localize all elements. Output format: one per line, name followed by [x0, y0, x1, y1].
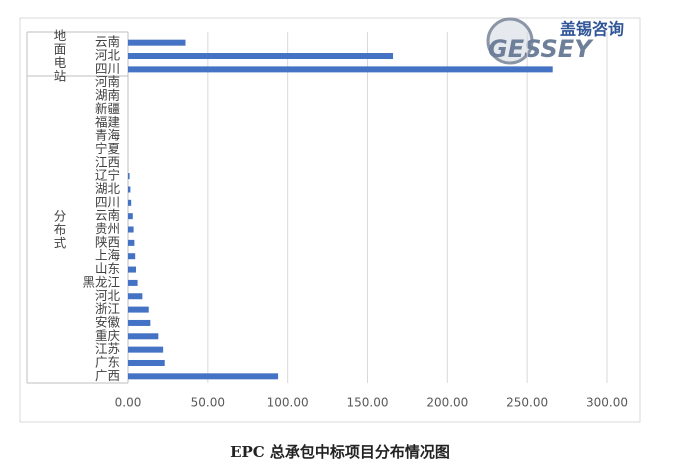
y-tick-label: 江西 — [95, 154, 120, 169]
x-tick-label: 250.00 — [506, 396, 548, 410]
bar — [128, 333, 159, 340]
x-tick-label: 300.00 — [586, 396, 628, 410]
bar — [128, 186, 131, 193]
x-tick-label: 100.00 — [267, 396, 309, 410]
bar — [128, 199, 132, 206]
y-tick-label: 江苏 — [95, 341, 120, 356]
y-tick-label: 云南 — [95, 208, 120, 223]
bar — [128, 173, 130, 180]
y-tick-label: 宁夏 — [95, 141, 121, 156]
bar — [128, 66, 553, 73]
x-tick-label: 50.00 — [191, 396, 225, 410]
y-tick-label: 重庆 — [95, 328, 121, 343]
group-label: 地面电站 — [52, 29, 67, 83]
y-tick-label: 贵州 — [95, 221, 120, 236]
logo-brand: GESSEY — [488, 35, 594, 63]
bar — [128, 346, 164, 353]
bar — [128, 266, 136, 273]
y-tick-label: 湖北 — [95, 181, 121, 196]
y-tick-label: 上海 — [95, 248, 121, 263]
y-tick-label: 黑龙江 — [82, 274, 120, 289]
y-tick-label: 河北 — [95, 288, 121, 303]
y-tick-label: 云南 — [95, 34, 120, 49]
bar — [128, 359, 165, 366]
y-tick-label: 浙江 — [95, 301, 120, 316]
y-tick-label: 青海 — [95, 128, 121, 143]
bar — [128, 53, 394, 60]
bar — [128, 213, 133, 220]
y-tick-label: 辽宁 — [95, 168, 120, 183]
group-label: 分布式 — [52, 209, 67, 250]
logo-name: 盖锡咨询 — [560, 20, 624, 39]
bar — [128, 293, 143, 300]
y-tick-label: 四川 — [95, 61, 120, 76]
chart-title: EPC 总承包中标项目分布情况图 — [230, 443, 450, 461]
y-tick-label: 河南 — [95, 74, 120, 89]
y-tick-label: 山东 — [95, 261, 120, 276]
bar — [128, 306, 149, 313]
y-tick-label: 新疆 — [95, 101, 120, 116]
y-tick-label: 福建 — [95, 114, 121, 129]
y-tick-label: 湖南 — [95, 88, 120, 103]
y-tick-label: 四川 — [95, 194, 120, 209]
x-tick-label: 0.00 — [115, 396, 142, 410]
y-tick-label: 河北 — [95, 48, 121, 63]
bar — [128, 226, 134, 233]
bar — [128, 239, 135, 246]
x-tick-label: 150.00 — [347, 396, 389, 410]
bar — [128, 39, 186, 46]
logo-mark — [486, 17, 534, 65]
bar — [128, 253, 136, 260]
chart-frame — [19, 17, 641, 423]
y-tick-label: 陕西 — [95, 234, 120, 249]
x-tick-label: 200.00 — [426, 396, 468, 410]
y-tick-label: 广西 — [95, 368, 120, 383]
bar — [128, 279, 138, 286]
bar — [128, 373, 279, 380]
bar — [128, 319, 151, 326]
y-tick-label: 广东 — [95, 354, 120, 369]
y-tick-label: 安徽 — [95, 314, 121, 329]
